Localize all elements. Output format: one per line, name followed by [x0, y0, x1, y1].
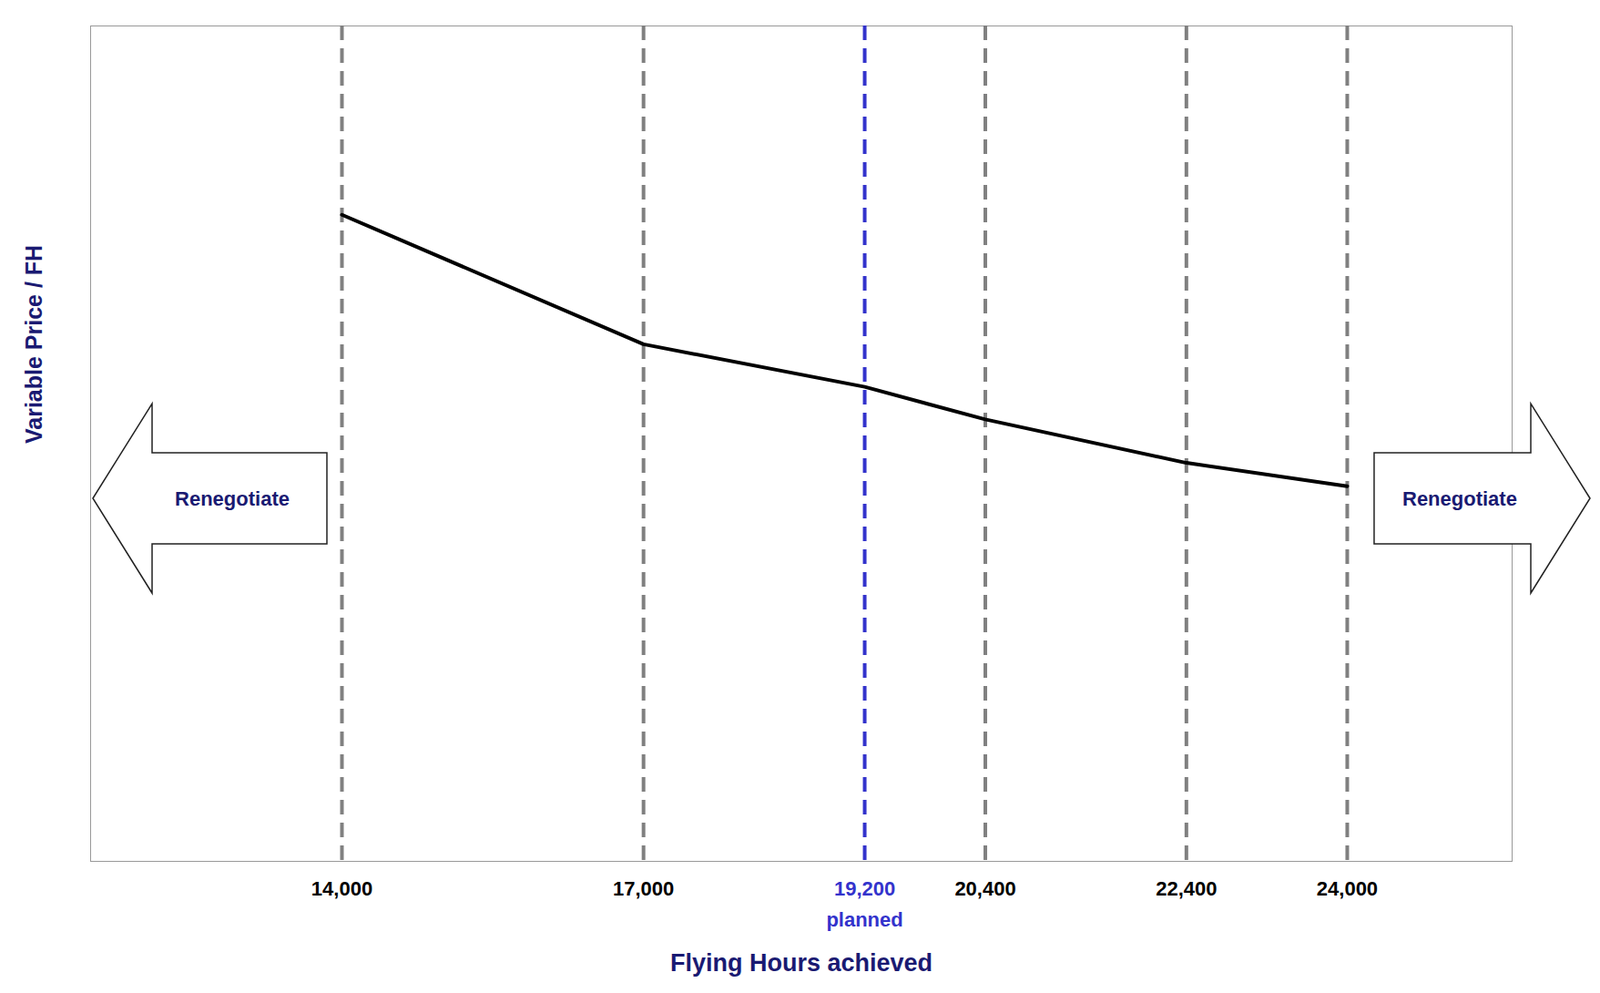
- svg-text:24,000: 24,000: [1316, 876, 1378, 900]
- svg-text:20,400: 20,400: [954, 876, 1016, 900]
- svg-text:19,200: 19,200: [834, 876, 896, 900]
- svg-text:planned: planned: [825, 907, 903, 931]
- svg-text:Renegotiate: Renegotiate: [174, 487, 290, 510]
- svg-text:14,000: 14,000: [311, 876, 373, 900]
- svg-text:22,400: 22,400: [1155, 876, 1217, 900]
- svg-text:Flying Hours achieved: Flying Hours achieved: [670, 948, 933, 977]
- svg-text:17,000: 17,000: [612, 876, 674, 900]
- svg-text:Renegotiate: Renegotiate: [1402, 487, 1518, 510]
- svg-text:Variable Price / FH: Variable Price / FH: [20, 244, 47, 444]
